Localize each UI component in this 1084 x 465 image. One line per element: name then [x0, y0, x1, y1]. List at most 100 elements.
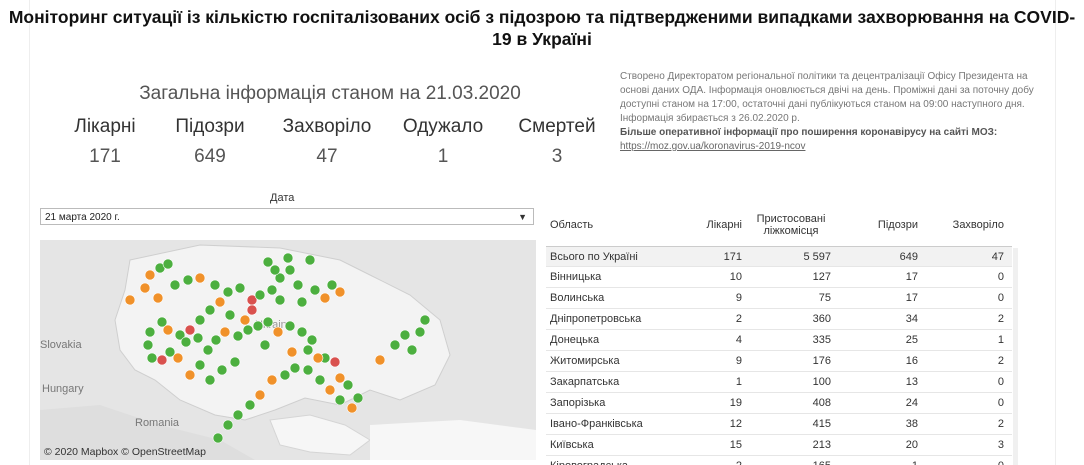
table-row[interactable]: Волинська 9 75 17 0 [546, 288, 1012, 309]
hospital-marker-green[interactable] [302, 344, 314, 356]
hospital-marker-green[interactable] [282, 252, 294, 264]
hospital-marker-green[interactable] [309, 284, 321, 296]
table-row[interactable]: Івано-Франківська 12 415 38 2 [546, 414, 1012, 435]
hospital-marker-green[interactable] [210, 334, 222, 346]
hospital-marker-orange[interactable] [214, 296, 226, 308]
table-row[interactable]: Кіровоградська 2 165 10 [546, 456, 1012, 465]
hospital-marker-orange[interactable] [194, 272, 206, 284]
hospital-marker-red[interactable] [184, 324, 196, 336]
hospital-marker-green[interactable] [229, 356, 241, 368]
hospital-marker-green[interactable] [302, 364, 314, 376]
hospital-marker-orange[interactable] [144, 269, 156, 281]
hospital-marker-green[interactable] [144, 326, 156, 338]
hospital-marker-green[interactable] [146, 352, 158, 364]
hospital-marker-green[interactable] [162, 258, 174, 270]
hospital-marker-green[interactable] [419, 314, 431, 326]
hospital-marker-orange[interactable] [319, 292, 331, 304]
hospital-marker-orange[interactable] [239, 314, 251, 326]
hospital-marker-orange[interactable] [286, 346, 298, 358]
hospital-marker-green[interactable] [296, 326, 308, 338]
hospital-marker-green[interactable] [259, 339, 271, 351]
hospital-marker-green[interactable] [234, 282, 246, 294]
chevron-down-icon[interactable]: ▼ [518, 212, 527, 222]
col-hospitals[interactable]: Лікарні [706, 219, 742, 231]
col-beds[interactable]: Пристосовані ліжкомісця [756, 213, 826, 237]
hospital-marker-green[interactable] [222, 419, 234, 431]
hospital-marker-green[interactable] [274, 272, 286, 284]
hospital-marker-green[interactable] [279, 369, 291, 381]
hospital-marker-green[interactable] [284, 320, 296, 332]
table-row[interactable]: Вінницька 10 127 17 0 [546, 267, 1012, 288]
hospital-marker-green[interactable] [399, 329, 411, 341]
hospital-marker-orange[interactable] [334, 286, 346, 298]
hospital-marker-orange[interactable] [312, 352, 324, 364]
hospital-marker-green[interactable] [156, 316, 168, 328]
table-row[interactable]: Закарпатська 1 100 13 0 [546, 372, 1012, 393]
hospital-marker-green[interactable] [269, 264, 281, 276]
hospital-marker-green[interactable] [352, 392, 364, 404]
hospital-marker-green[interactable] [142, 339, 154, 351]
hospital-marker-orange[interactable] [346, 402, 358, 414]
hospital-marker-orange[interactable] [172, 352, 184, 364]
hospital-marker-orange[interactable] [334, 372, 346, 384]
hospital-marker-green[interactable] [254, 289, 266, 301]
hospital-marker-green[interactable] [252, 320, 264, 332]
hospital-marker-orange[interactable] [162, 324, 174, 336]
table-row[interactable]: Запорізька 19 408 24 0 [546, 393, 1012, 414]
hospital-marker-green[interactable] [192, 332, 204, 344]
hospital-marker-green[interactable] [182, 274, 194, 286]
hospital-marker-green[interactable] [262, 256, 274, 268]
hospital-marker-green[interactable] [224, 309, 236, 321]
hospital-marker-green[interactable] [194, 314, 206, 326]
table-scrollbar[interactable] [1013, 248, 1018, 465]
table-row[interactable]: Київська 15 213 20 3 [546, 435, 1012, 456]
hospital-marker-orange[interactable] [152, 292, 164, 304]
hospital-marker-green[interactable] [244, 399, 256, 411]
hospital-marker-green[interactable] [209, 279, 221, 291]
hospital-marker-orange[interactable] [124, 294, 136, 306]
table-row[interactable]: Донецька 4 335 25 1 [546, 330, 1012, 351]
hospital-marker-green[interactable] [222, 286, 234, 298]
hospital-marker-green[interactable] [169, 279, 181, 291]
hospital-marker-green[interactable] [289, 362, 301, 374]
hospital-marker-green[interactable] [304, 254, 316, 266]
hospital-marker-green[interactable] [180, 336, 192, 348]
col-suspected[interactable]: Підозри [877, 219, 918, 231]
hospital-marker-green[interactable] [164, 346, 176, 358]
hospital-marker-green[interactable] [406, 344, 418, 356]
map[interactable]: Slovakia Hungary Romania Ukraine © 2020 … [40, 240, 536, 460]
hospital-marker-green[interactable] [414, 326, 426, 338]
hospital-marker-red[interactable] [156, 354, 168, 366]
hospital-marker-green[interactable] [202, 344, 214, 356]
map-markers[interactable] [124, 252, 431, 444]
hospital-marker-green[interactable] [242, 324, 254, 336]
hospital-marker-green[interactable] [284, 264, 296, 276]
hospital-marker-green[interactable] [274, 294, 286, 306]
hospital-marker-red[interactable] [246, 304, 258, 316]
hospital-marker-orange[interactable] [272, 326, 284, 338]
hospital-marker-orange[interactable] [324, 384, 336, 396]
hospital-marker-green[interactable] [389, 339, 401, 351]
hospital-marker-green[interactable] [204, 374, 216, 386]
moz-link[interactable]: https://moz.gov.ua/koronavirus-2019-ncov [620, 141, 806, 152]
hospital-marker-orange[interactable] [266, 374, 278, 386]
hospital-marker-green[interactable] [216, 364, 228, 376]
hospital-marker-green[interactable] [212, 432, 224, 444]
table-row[interactable]: Дніпропетровська 2 360 34 2 [546, 309, 1012, 330]
hospital-marker-green[interactable] [292, 279, 304, 291]
hospital-marker-orange[interactable] [374, 354, 386, 366]
hospital-marker-green[interactable] [262, 316, 274, 328]
hospital-marker-green[interactable] [266, 284, 278, 296]
hospital-marker-green[interactable] [326, 279, 338, 291]
hospital-marker-orange[interactable] [219, 326, 231, 338]
hospital-marker-green[interactable] [334, 394, 346, 406]
table-row-total[interactable]: Всього по Україні 171 5 597 649 47 [546, 246, 1012, 267]
hospital-marker-red[interactable] [329, 356, 341, 368]
table-row[interactable]: Житомирська 9 176 16 2 [546, 351, 1012, 372]
hospital-marker-green[interactable] [174, 329, 186, 341]
col-region[interactable]: Область [550, 219, 594, 231]
col-infected[interactable]: Захворіло [952, 219, 1004, 231]
hospital-marker-orange[interactable] [254, 389, 266, 401]
hospital-marker-green[interactable] [296, 296, 308, 308]
hospital-marker-green[interactable] [314, 374, 326, 386]
